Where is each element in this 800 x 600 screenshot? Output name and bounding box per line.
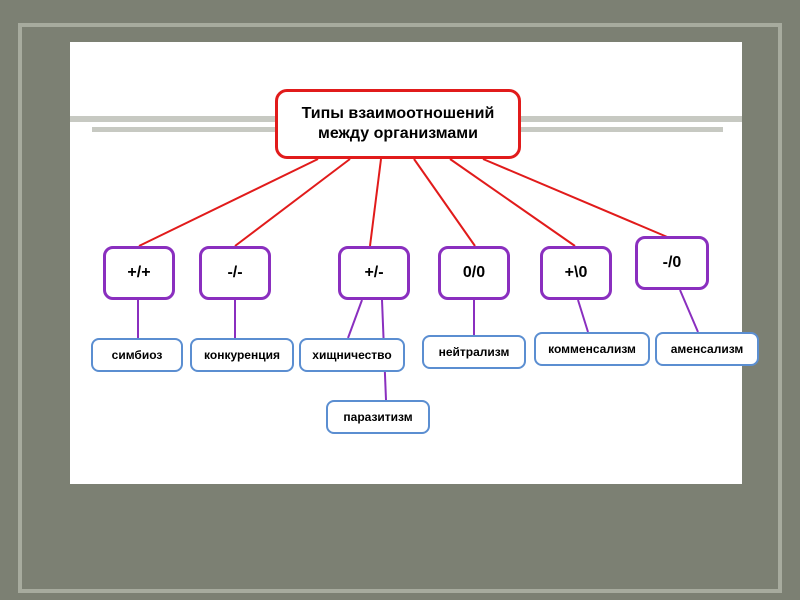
category-node: -/0 — [635, 236, 709, 290]
decor-bar — [92, 127, 281, 132]
leaf-label: конкуренция — [204, 348, 280, 362]
category-label: +/+ — [127, 264, 150, 282]
leaf-node: аменсализм — [655, 332, 759, 366]
leaf-node: хищничество — [299, 338, 405, 372]
category-label: +\0 — [565, 264, 588, 282]
leaf-node: симбиоз — [91, 338, 183, 372]
leaf-node: нейтрализм — [422, 335, 526, 369]
root-line1: Типы взаимоотношений — [302, 105, 495, 122]
category-node: +\0 — [540, 246, 612, 300]
category-label: -/0 — [663, 254, 682, 272]
category-node: 0/0 — [438, 246, 510, 300]
leaf-node: паразитизм — [326, 400, 430, 434]
root-line2: между организмами — [318, 125, 478, 142]
leaf-label: аменсализм — [671, 342, 744, 356]
slide-container: Типы взаимоотношений между организмами +/+… — [0, 0, 800, 600]
root-node: Типы взаимоотношений между организмами — [275, 89, 521, 159]
leaf-label: паразитизм — [343, 410, 412, 424]
leaf-label: комменсализм — [548, 342, 636, 356]
leaf-label: хищничество — [312, 348, 391, 362]
leaf-node: конкуренция — [190, 338, 294, 372]
category-node: +/+ — [103, 246, 175, 300]
category-label: -/- — [227, 264, 242, 282]
leaf-label: нейтрализм — [439, 345, 510, 359]
diagram-canvas: Типы взаимоотношений между организмами +/+… — [70, 42, 742, 484]
leaf-label: симбиоз — [112, 348, 163, 362]
category-node: -/- — [199, 246, 271, 300]
category-label: 0/0 — [463, 264, 485, 282]
leaf-node: комменсализм — [534, 332, 650, 366]
category-label: +/- — [364, 264, 383, 282]
decor-bar — [514, 127, 723, 132]
category-node: +/- — [338, 246, 410, 300]
slide-frame: Типы взаимоотношений между организмами +/+… — [18, 23, 782, 593]
